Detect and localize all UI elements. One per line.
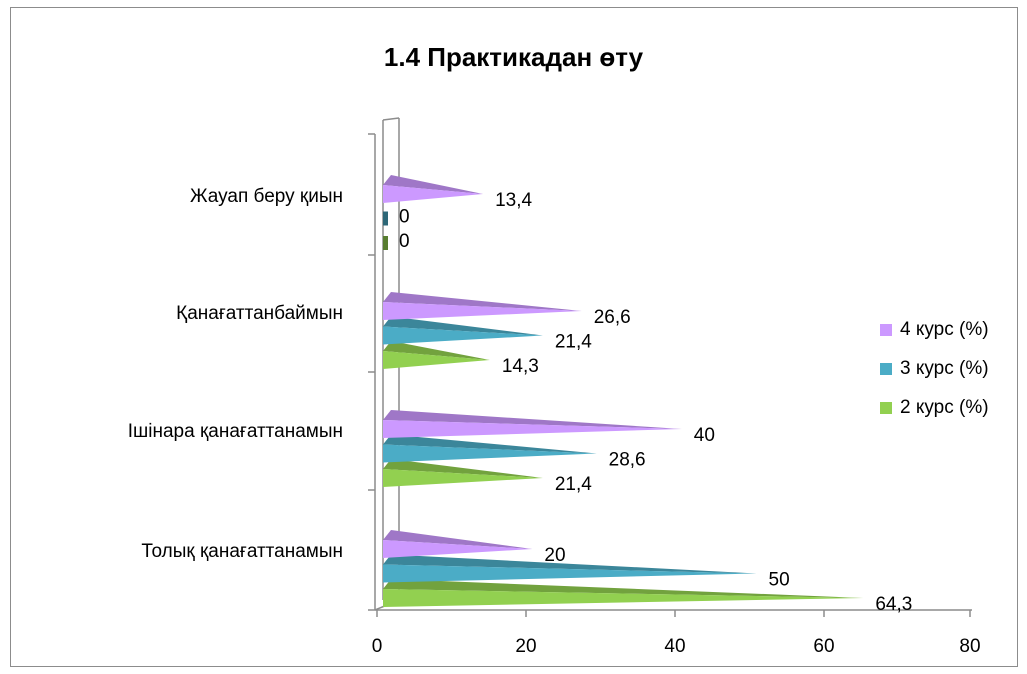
chart-title: 1.4 Практикадан өту [383,42,644,72]
bar-3-курс-0 [383,564,757,583]
bar-3-курс-1 [383,444,597,463]
data-label-2-курс-0: 64,3 [875,594,912,615]
bar-4-курс-0 [383,540,533,558]
category-label: Жауап беру қиын [190,186,343,207]
legend-item-3-kurs: 3 курс (%) [880,357,989,381]
category-label: Ішінара қанағаттанамын [128,421,343,442]
bar-3-курс-2 [383,326,543,345]
data-label-2-курс-2: 14,3 [502,356,539,377]
legend-label-2-kurs: 2 курс (%) [900,397,989,418]
x-tick-label: 60 [813,636,834,657]
back-wall-top [382,117,400,121]
data-label-2-курс-1: 21,4 [555,474,592,495]
bar-top-face [383,175,484,194]
data-label-4-курс-2: 26,6 [594,307,631,328]
legend-swatch-3-kurs [880,363,892,375]
data-label-4-курс-1: 40 [694,425,715,446]
legend-item-2-kurs: 2 курс (%) [880,396,989,420]
chart-frame [10,7,1018,667]
legend-swatch-4-kurs [880,324,892,336]
x-tick-label: 0 [372,636,383,657]
bar-top-face [383,316,543,336]
bar-2-курс-3 [383,236,388,250]
bar-4-курс-1 [383,420,682,438]
bar-top-face [383,341,490,360]
bar-2-курс-0 [383,589,864,607]
bar-top-face [383,410,682,429]
legend: 4 курс (%) 3 курс (%) 2 курс (%) [880,318,989,435]
bar-3-курс-3 [383,211,388,226]
legend-item-4-kurs: 4 курс (%) [880,318,989,342]
bar-2-курс-2 [383,351,490,369]
data-label-2-курс-3: 0 [399,231,410,252]
x-tick-label: 40 [664,636,685,657]
data-label-3-курс-3: 0 [399,207,410,228]
bar-top-face [383,530,533,549]
bar-top-face [383,434,597,454]
legend-swatch-2-kurs [880,402,892,414]
data-label-3-курс-0: 50 [769,570,790,591]
category-label: Қанағаттанбаймын [176,303,343,324]
legend-label-4-kurs: 4 курс (%) [900,319,989,340]
x-tick-label: 20 [515,636,536,657]
bar-top-face [383,459,543,478]
bar-4-курс-2 [383,302,582,320]
data-label-3-курс-1: 28,6 [609,450,646,471]
bar-top-face [383,579,864,598]
bar-top-face [383,554,757,574]
x-tick-label: 80 [959,636,980,657]
bar-top-face [383,292,582,311]
bar-2-курс-1 [383,469,543,487]
legend-label-3-kurs: 3 курс (%) [900,358,989,379]
bar-4-курс-3 [383,185,484,203]
data-label-3-курс-2: 21,4 [555,332,592,353]
data-label-4-курс-3: 13,4 [495,190,532,211]
data-label-4-курс-0: 20 [544,545,565,566]
category-label: Толық қанағаттанамын [141,541,343,562]
